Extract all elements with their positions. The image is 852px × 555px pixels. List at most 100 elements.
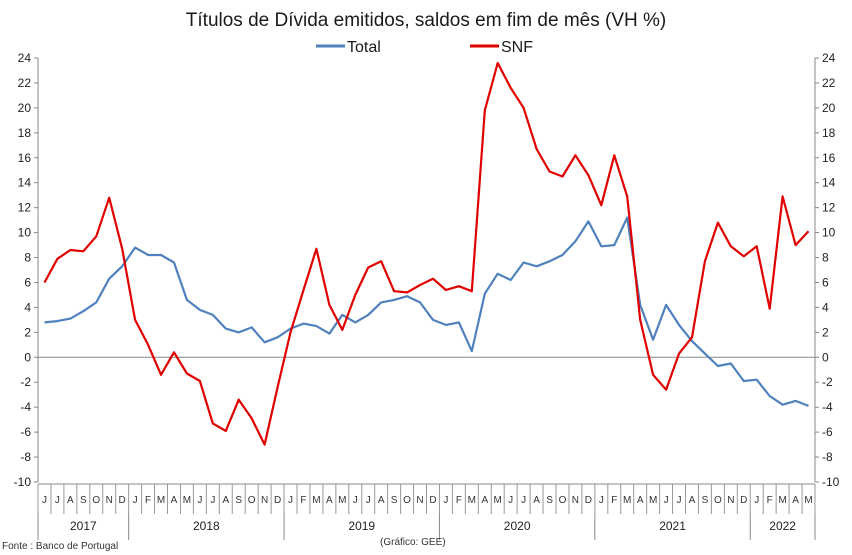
year-label: 2020 [504, 519, 531, 533]
month-label: A [481, 495, 488, 506]
month-label: A [792, 495, 799, 506]
month-label: A [689, 495, 696, 506]
month-label: J [353, 495, 358, 506]
month-label: A [222, 495, 229, 506]
month-label: M [649, 495, 657, 506]
source-note: Fonte : Banco de Portugal [2, 541, 118, 552]
month-label: O [559, 495, 567, 506]
month-label: N [727, 495, 734, 506]
y-tick-label-right: -2 [822, 375, 833, 389]
y-tick-label-left: 24 [18, 51, 32, 65]
month-label: D [429, 495, 436, 506]
year-label: 2018 [193, 519, 220, 533]
month-label: J [133, 495, 138, 506]
month-label: J [366, 495, 371, 506]
y-tick-label-left: 18 [18, 126, 32, 140]
month-label: A [326, 495, 333, 506]
y-tick-label-left: 4 [24, 300, 31, 314]
month-label: M [804, 495, 812, 506]
month-label: J [664, 495, 669, 506]
month-label: M [338, 495, 346, 506]
month-label: J [55, 495, 60, 506]
year-label: 2019 [348, 519, 375, 533]
month-label: O [403, 495, 411, 506]
month-label: M [468, 495, 476, 506]
y-tick-label-left: 2 [24, 325, 31, 339]
series-line-total [44, 216, 809, 407]
y-tick-label-left: 14 [18, 176, 32, 190]
month-label: F [456, 495, 462, 506]
month-label: N [261, 495, 268, 506]
month-label: J [197, 495, 202, 506]
month-label: M [157, 495, 165, 506]
month-label: M [623, 495, 631, 506]
month-label: M [494, 495, 502, 506]
y-tick-label-right: 0 [822, 350, 829, 364]
month-label: S [546, 495, 553, 506]
month-label: M [183, 495, 191, 506]
y-tick-label-left: 8 [24, 251, 31, 265]
month-label: O [714, 495, 722, 506]
month-label: S [702, 495, 709, 506]
y-tick-label-right: 16 [822, 151, 836, 165]
y-tick-label-left: -2 [20, 375, 31, 389]
month-label: J [508, 495, 513, 506]
y-tick-label-left: 12 [18, 201, 32, 215]
y-tick-label-left: -8 [20, 450, 31, 464]
month-label: F [300, 495, 306, 506]
y-tick-label-right: 6 [822, 275, 829, 289]
y-tick-label-right: 10 [822, 226, 836, 240]
y-tick-label-left: 22 [18, 76, 32, 90]
year-label: 2017 [70, 519, 97, 533]
y-tick-label-right: -8 [822, 450, 833, 464]
series-line-snf [43, 61, 810, 446]
month-label: A [637, 495, 644, 506]
y-tick-label-left: 0 [24, 350, 31, 364]
y-tick-label-left: -10 [14, 475, 32, 489]
series-lines [43, 61, 810, 446]
y-tick-label-left: 20 [18, 101, 32, 115]
month-label: J [443, 495, 448, 506]
month-label: N [106, 495, 113, 506]
y-tick-label-right: 18 [822, 126, 836, 140]
y-tick-label-right: -4 [822, 400, 833, 414]
year-label: 2021 [659, 519, 686, 533]
month-label: A [171, 495, 178, 506]
month-label: M [312, 495, 320, 506]
y-tick-label-right: 24 [822, 51, 836, 65]
month-label: D [119, 495, 126, 506]
chart-title: Títulos de Dívida emitidos, saldos em fi… [186, 10, 666, 31]
month-label: D [274, 495, 281, 506]
month-label: J [599, 495, 604, 506]
month-label: J [288, 495, 293, 506]
month-label: S [80, 495, 87, 506]
year-label: 2022 [769, 519, 796, 533]
legend-label-snf: SNF [501, 39, 533, 56]
month-label: D [740, 495, 747, 506]
month-label: J [754, 495, 759, 506]
month-label: S [391, 495, 398, 506]
y-tick-label-left: 10 [18, 226, 32, 240]
month-label: A [533, 495, 540, 506]
y-tick-label-right: 8 [822, 251, 829, 265]
y-tick-label-left: -6 [20, 425, 31, 439]
y-tick-label-left: 6 [24, 275, 31, 289]
month-label: A [67, 495, 74, 506]
month-label: N [416, 495, 423, 506]
month-label: O [248, 495, 256, 506]
month-label: F [767, 495, 773, 506]
month-label: F [145, 495, 151, 506]
y-tick-label-right: 14 [822, 176, 836, 190]
month-label: A [378, 495, 385, 506]
month-label: F [611, 495, 617, 506]
credit-note: (Gráfico: GEE) [380, 537, 446, 548]
y-tick-label-right: 2 [822, 325, 829, 339]
y-tick-label-right: 22 [822, 76, 836, 90]
y-tick-label-right: 12 [822, 201, 836, 215]
y-tick-label-right: -10 [822, 475, 840, 489]
y-tick-label-right: 4 [822, 300, 829, 314]
